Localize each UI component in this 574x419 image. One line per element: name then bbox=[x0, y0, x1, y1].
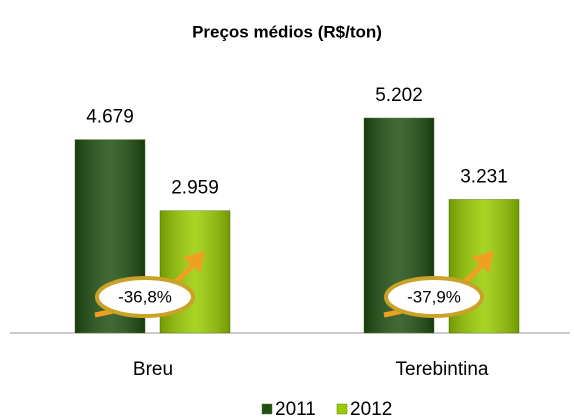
data-label: 4.679 bbox=[86, 107, 134, 128]
chart-title: Preços médios (R$/ton) bbox=[192, 22, 382, 41]
legend-label: 2012 bbox=[350, 399, 392, 419]
annotation-arrowhead bbox=[472, 251, 494, 273]
data-label: 5.202 bbox=[375, 85, 423, 106]
annotation: -36,8% bbox=[118, 287, 172, 306]
data-label: 3.231 bbox=[460, 166, 508, 187]
annotation-ellipse bbox=[95, 276, 195, 318]
x-tick-label: Breu bbox=[133, 359, 173, 380]
x-tick-label: Terebintina bbox=[396, 359, 489, 380]
legend-swatch bbox=[261, 403, 273, 415]
data-label: 2.959 bbox=[171, 178, 219, 199]
annotation-ellipse bbox=[384, 276, 484, 318]
legend-swatch bbox=[336, 403, 348, 415]
annotation-arrowhead bbox=[183, 251, 205, 273]
legend-label: 2011 bbox=[275, 399, 316, 419]
annotation: -37,9% bbox=[407, 287, 461, 306]
